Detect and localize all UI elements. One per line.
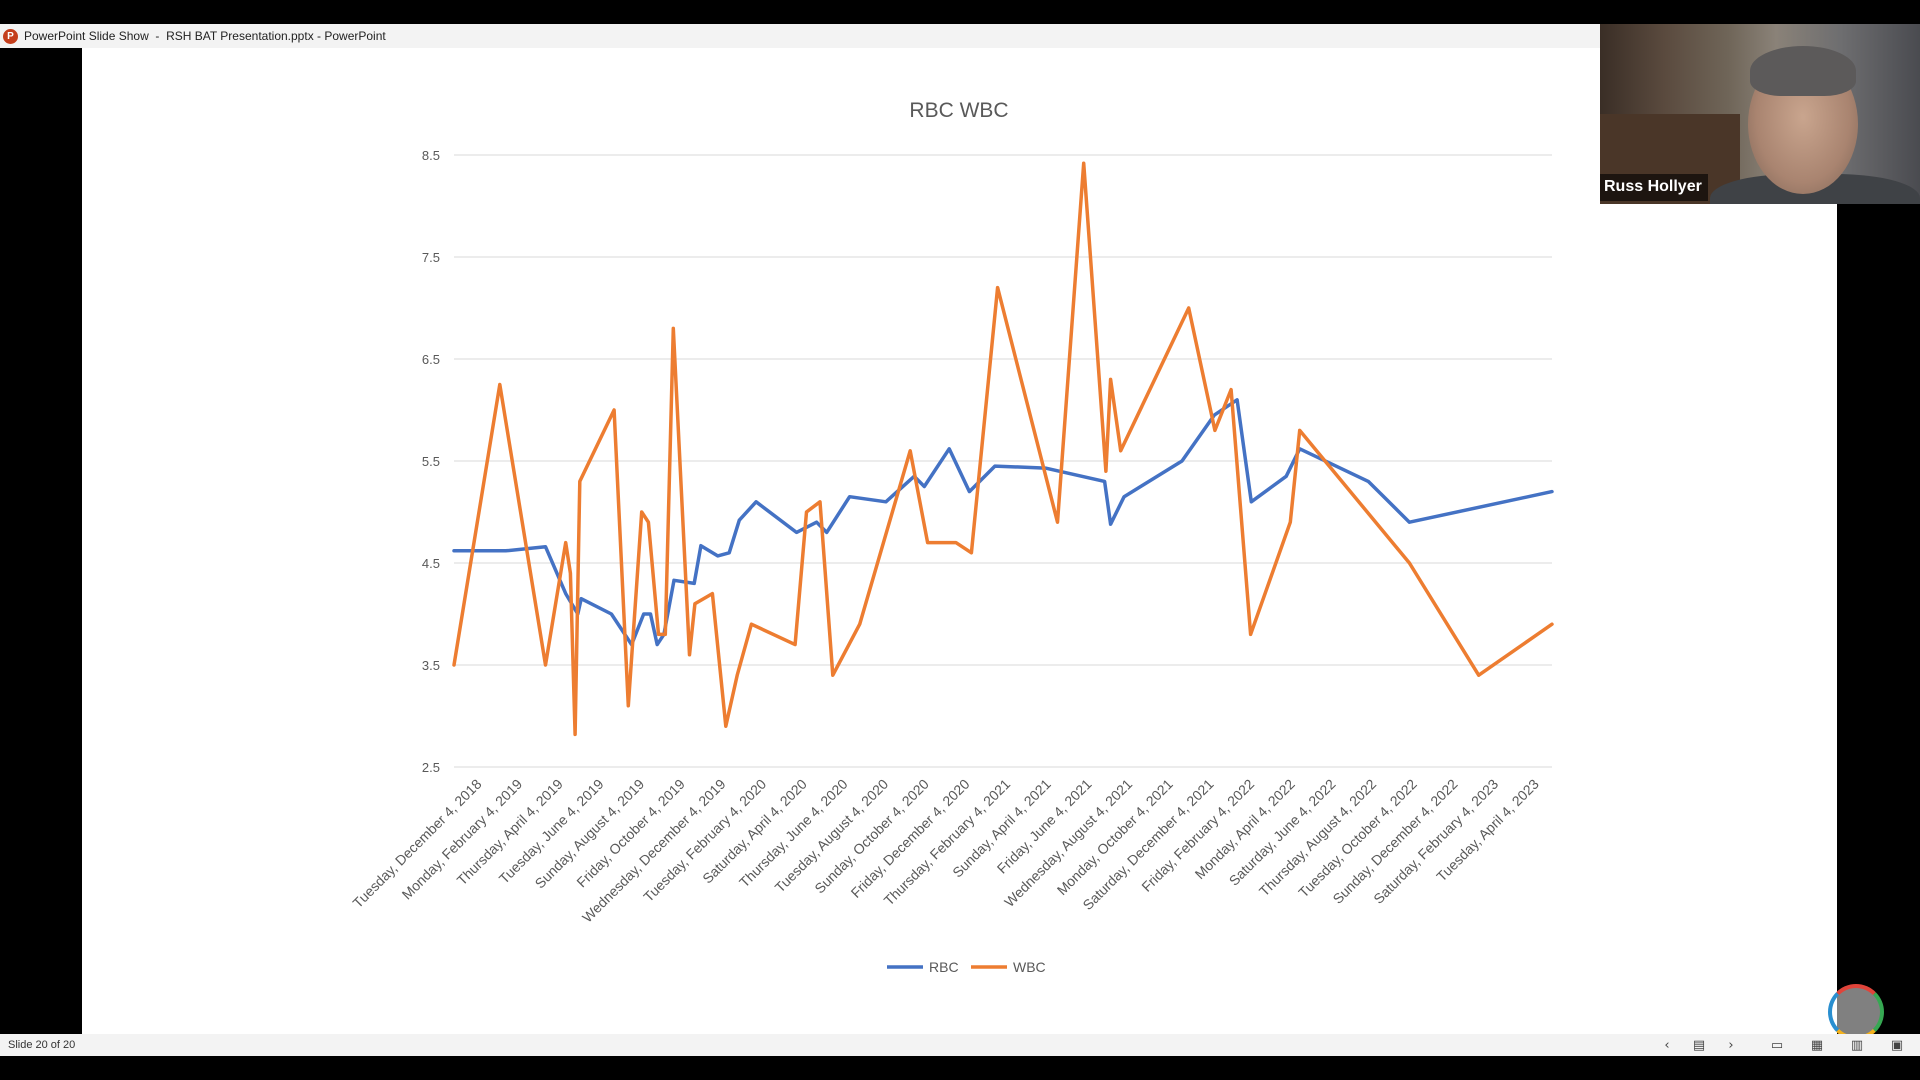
powerpoint-icon: P	[3, 28, 18, 44]
participant-hair	[1750, 46, 1856, 96]
next-slide-icon[interactable]: ›	[1728, 1037, 1734, 1053]
y-tick-label: 8.5	[422, 148, 440, 163]
y-tick-label: 3.5	[422, 658, 440, 673]
y-tick-label: 7.5	[422, 250, 440, 265]
top-letterbox	[0, 0, 1920, 24]
slide-menu-icon[interactable]: ▤	[1692, 1037, 1706, 1053]
y-tick-label: 5.5	[422, 454, 440, 469]
y-tick-label: 4.5	[422, 556, 440, 571]
slideshow-icon[interactable]: ▣	[1890, 1037, 1904, 1053]
slide-sorter-icon[interactable]: ▦	[1810, 1037, 1824, 1053]
slide-counter: Slide 20 of 20	[8, 1039, 76, 1051]
legend-label-rbc: RBC	[929, 959, 959, 975]
normal-view-icon[interactable]: ▭	[1770, 1037, 1784, 1053]
participant-video-tile[interactable]: Russ Hollyer	[1600, 24, 1920, 204]
series-line-wbc	[452, 161, 1554, 737]
line-chart: RBC WBC 2.53.54.55.56.57.58.5 Tuesday, D…	[349, 99, 1554, 975]
corner-logo	[1828, 984, 1884, 1040]
chart-title: RBC WBC	[909, 99, 1008, 122]
bottom-letterbox	[0, 1056, 1920, 1080]
legend-label-wbc: WBC	[1013, 959, 1046, 975]
y-tick-label: 2.5	[422, 760, 440, 775]
window-title: PowerPoint Slide Show - RSH BAT Presenta…	[24, 29, 386, 43]
y-tick-label: 6.5	[422, 352, 440, 367]
chart-legend: RBC WBC	[887, 959, 1046, 975]
reading-view-icon[interactable]: ▥	[1850, 1037, 1864, 1053]
participant-name-label: Russ Hollyer	[1600, 174, 1708, 201]
previous-slide-icon[interactable]: ‹	[1664, 1037, 1670, 1053]
status-bar: Slide 20 of 20	[0, 1034, 1920, 1056]
slide[interactable]: RBC WBC 2.5 3.5 4.5 5.5 6.5 7.5 8.5 Tuesday, D…	[82, 48, 1837, 1034]
